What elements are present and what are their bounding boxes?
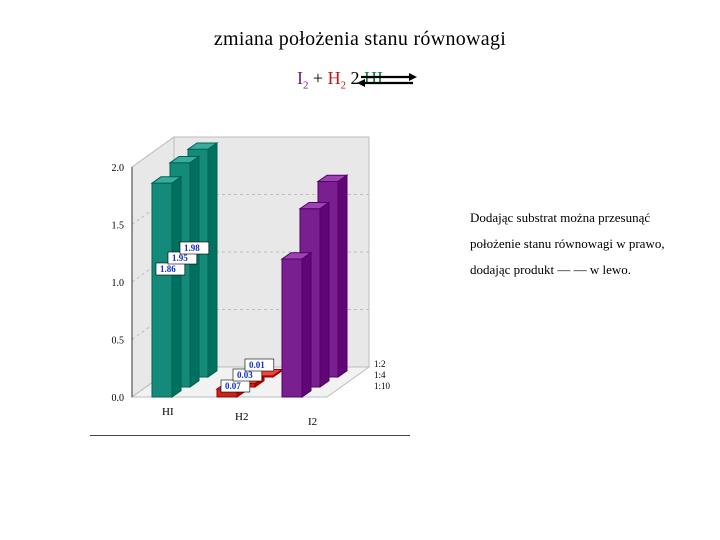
svg-text:1:10: 1:10 (374, 381, 391, 391)
svg-text:I2: I2 (308, 416, 317, 428)
svg-text:H2: H2 (235, 411, 248, 423)
svg-text:1.5: 1.5 (112, 221, 125, 232)
desc-line1: Dodając substrat można przesunąć położen… (470, 210, 665, 277)
svg-text:1:4: 1:4 (374, 370, 386, 380)
svg-text:0.07: 0.07 (225, 381, 241, 391)
description-text: Dodając substrat można przesunąć położen… (470, 205, 680, 283)
svg-text:1.95: 1.95 (172, 253, 188, 263)
bar3d-chart: 0.0 0.5 1.0 1.5 2.0 1.861.951.98 0.070.030.01 H… (90, 125, 410, 436)
svg-text:2.0: 2.0 (112, 163, 125, 174)
desc-line2: — w lewo. (574, 262, 631, 277)
svg-text:0.01: 0.01 (249, 360, 265, 370)
svg-text:0.0: 0.0 (112, 393, 125, 404)
equation: I2 + H2 2 HI (0, 68, 720, 92)
svg-text:1.98: 1.98 (184, 243, 200, 253)
chart-canvas: 0.0 0.5 1.0 1.5 2.0 1.861.951.98 0.070.030.01 H… (90, 125, 410, 435)
svg-text:1:2: 1:2 (374, 359, 386, 369)
equilibrium-arrow-icon (357, 71, 417, 89)
svg-text:1.86: 1.86 (160, 264, 176, 274)
svg-text:0.03: 0.03 (237, 370, 253, 380)
svg-text:0.5: 0.5 (112, 336, 125, 347)
svg-text:1.0: 1.0 (112, 278, 125, 289)
svg-text:HI: HI (162, 406, 174, 418)
page-title: zmiana położenia stanu równowagi (0, 28, 720, 51)
